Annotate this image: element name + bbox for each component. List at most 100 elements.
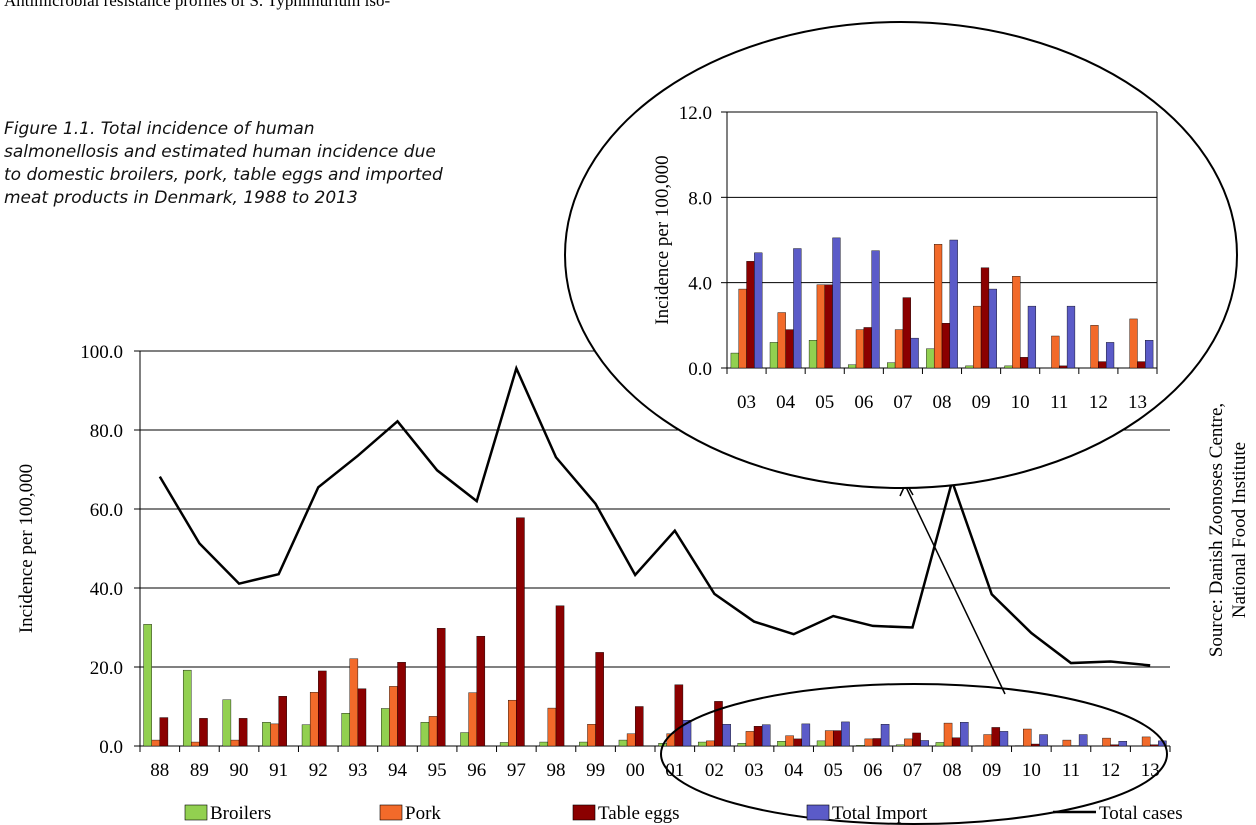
x-tick-label: 00: [626, 760, 645, 781]
x-tick-label: 04: [784, 760, 804, 781]
inset-broilers-bar: [769, 342, 779, 369]
pork-bar: [626, 733, 636, 747]
legend-broilers-label: Broilers: [210, 803, 271, 824]
table-eggs-bar: [872, 738, 882, 747]
broilers-bar: [341, 713, 350, 747]
total-import-bar: [1078, 734, 1088, 747]
table-eggs-bar: [436, 628, 446, 747]
table-eggs-bar: [951, 737, 961, 747]
source-line-1: Source: Danish Zoonoses Centre,: [1206, 403, 1227, 657]
inset-pork-bar: [1129, 318, 1138, 369]
source-line-2: National Food Institute: [1229, 442, 1250, 618]
total-import-bar: [1118, 741, 1128, 747]
broilers-bar: [182, 669, 192, 747]
broilers-bar: [499, 742, 509, 747]
x-tick-label: 07: [903, 760, 922, 781]
legend-table-eggs-swatch: [572, 804, 596, 821]
table-eggs-bar: [991, 727, 1001, 747]
x-tick-label: 13: [1141, 760, 1160, 781]
inset-ellipse: [564, 21, 1238, 489]
x-tick-label: 89: [190, 760, 209, 781]
pork-bar: [943, 722, 953, 747]
inset-broilers-bar: [730, 352, 739, 369]
inset-table-eggs-bar: [785, 329, 794, 369]
inset-broilers-bar: [965, 365, 974, 369]
y-tick-label: 0.0: [99, 737, 123, 758]
inset-table-eggs-bar: [1137, 361, 1146, 369]
total-import-bar: [841, 721, 850, 747]
table-eggs-bar: [357, 688, 367, 747]
pork-bar: [468, 692, 477, 747]
table-eggs-bar: [159, 717, 169, 747]
legend-pork-swatch: [379, 804, 403, 821]
inset-pork-bar: [1090, 325, 1099, 369]
pork-bar: [191, 741, 200, 747]
inset-y-tick-label: 0.0: [688, 359, 712, 380]
broilers-bar: [579, 741, 588, 747]
caption-line: meat products in Denmark, 1988 to 2013: [4, 188, 358, 208]
total-import-bar: [682, 720, 692, 747]
table-eggs-bar: [516, 517, 525, 747]
table-eggs-bar: [278, 696, 287, 747]
inset-pork-bar: [933, 244, 943, 369]
header-text: Antimicrobial resistance profiles of S. …: [4, 0, 391, 10]
table-eggs-bar: [397, 662, 406, 747]
x-tick-label: 08: [943, 760, 962, 781]
inset-total-import-bar: [910, 337, 919, 369]
pork-bar: [785, 735, 794, 747]
caption-line: Figure 1.1. Total incidence of human: [4, 119, 315, 139]
inset-x-tick-label: 04: [776, 392, 796, 413]
x-tick-label: 01: [665, 760, 684, 781]
broilers-bar: [856, 745, 865, 747]
pork-bar: [1102, 737, 1111, 747]
y-tick-label: 100.0: [80, 342, 123, 363]
source-note: Source: Danish Zoonoses Centre, National …: [1206, 403, 1250, 657]
total-import-bar: [920, 740, 929, 747]
pork-bar: [270, 723, 279, 747]
inset-total-import-bar: [949, 239, 958, 369]
inset-broilers-bar: [926, 348, 935, 369]
x-tick-label: 88: [150, 760, 169, 781]
total-import-bar: [761, 724, 771, 747]
pork-bar: [1023, 728, 1032, 747]
broilers-bar: [896, 744, 905, 747]
table-eggs-bar: [674, 684, 684, 747]
table-eggs-bar: [1031, 743, 1040, 747]
x-tick-label: 06: [863, 760, 882, 781]
zoom-region-ellipse: [660, 683, 1168, 825]
inset-x-tick-label: 12: [1089, 392, 1108, 413]
broilers-bar: [420, 722, 430, 747]
broilers-bar: [381, 708, 390, 747]
pork-bar: [983, 734, 992, 747]
legend: Broilers Pork Table eggs Total Import Total …: [184, 803, 1183, 824]
total-import-bar: [960, 722, 969, 747]
caption-line: to domestic broilers, pork, table eggs a…: [4, 165, 443, 185]
total-import-bar: [722, 724, 731, 747]
inset-broilers-bar: [1004, 365, 1013, 369]
pork-bar: [508, 699, 517, 747]
x-tick-label: 94: [388, 760, 408, 781]
table-eggs-bar: [793, 738, 802, 747]
y-tick-label: 40.0: [90, 579, 123, 600]
inset-pork-bar: [816, 284, 825, 369]
broilers-bar: [816, 740, 826, 747]
inset-pork-bar: [1051, 335, 1060, 369]
x-tick-label: 09: [982, 760, 1001, 781]
pork-bar: [230, 739, 240, 747]
inset-pork-bar: [777, 312, 786, 369]
pork-bar: [1141, 736, 1151, 747]
x-tick-label: 02: [705, 760, 724, 781]
pork-bar: [151, 739, 161, 747]
inset-table-eggs-bar: [863, 327, 872, 369]
inset-table-eggs-bar: [902, 297, 911, 369]
broilers-bar: [143, 624, 152, 747]
x-tick-label: 05: [824, 760, 843, 781]
inset-table-eggs-bar: [1059, 365, 1068, 369]
pork-bar: [587, 724, 596, 747]
broilers-bar: [460, 732, 469, 747]
inset-pork-bar: [973, 305, 982, 369]
inset-pork-bar: [894, 329, 904, 369]
pork-bar: [1062, 739, 1072, 747]
inset-y-tick-label: 4.0: [688, 274, 712, 295]
inset-x-tick-label: 11: [1050, 392, 1068, 413]
